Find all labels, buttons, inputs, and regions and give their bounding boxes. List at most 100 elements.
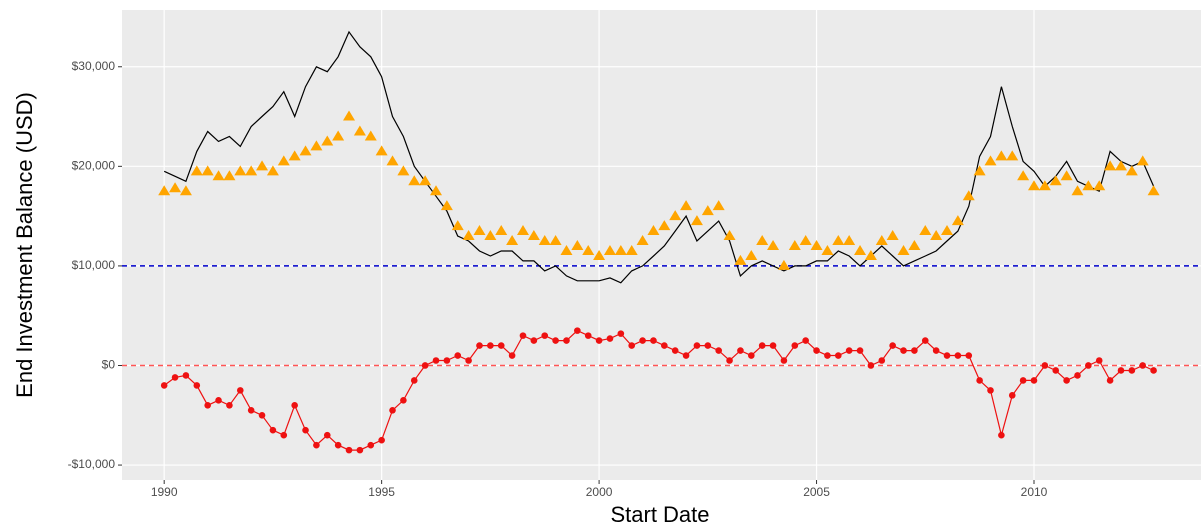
point-marker [911,347,918,354]
point-marker [519,332,527,339]
point-marker [443,357,451,364]
point-marker [269,426,277,434]
triangle-marker [397,165,410,176]
point-marker [1008,392,1016,399]
point-marker [258,411,266,419]
triangle-marker [473,225,486,236]
point-marker [334,441,342,449]
triangle-marker [680,200,693,211]
point-marker [682,352,690,359]
triangle-marker [658,220,671,231]
triangle-marker [506,235,519,246]
point-marker [193,382,201,389]
triangle-marker [375,145,388,156]
point-marker [748,352,755,359]
point-marker [943,352,951,359]
point-marker [867,362,875,369]
point-marker [671,347,679,354]
point-marker [302,426,309,434]
triangle-marker [527,230,540,241]
triangle-marker [1147,185,1160,196]
point-marker [454,352,462,359]
point-marker [606,335,614,342]
point-marker [998,431,1005,439]
point-marker [421,362,429,369]
triangle-marker [245,165,258,176]
triangle-marker [625,244,638,255]
triangle-marker [1071,185,1084,196]
triangle-marker [190,165,203,176]
triangle-marker [1104,160,1117,171]
triangle-marker [636,235,649,246]
triangle-marker [756,235,769,246]
triangle-marker [701,205,714,216]
point-marker [476,342,483,349]
point-marker [704,342,712,349]
point-marker [182,372,190,379]
triangle-marker [310,140,323,151]
point-marker [617,330,625,337]
triangle-marker [169,182,182,193]
point-marker [584,332,592,339]
point-marker [824,352,831,359]
point-marker [1041,362,1049,369]
triangle-marker [571,239,584,250]
triangle-marker [1017,170,1030,181]
triangle-marker [158,185,171,196]
point-marker [856,347,864,354]
point-marker [715,347,722,354]
point-marker [541,332,549,339]
triangle-marker [234,165,247,176]
triangle-marker [941,225,954,236]
triangle-marker [821,244,834,255]
triangle-marker [462,230,475,241]
triangle-marker [647,225,660,236]
triangle-marker [788,239,801,250]
triangle-marker [364,130,377,141]
triangle-marker [1060,170,1073,181]
point-marker [432,357,440,364]
triangle-marker [1038,180,1051,191]
triangle-marker [430,185,443,196]
triangle-marker [919,225,932,236]
triangle-marker [1114,160,1127,171]
triangle-marker [875,235,888,246]
point-marker [356,446,364,454]
triangle-marker [995,150,1008,161]
point-marker [1150,367,1157,374]
point-marker [410,377,418,384]
point-marker [1106,377,1114,384]
triangle-marker [603,244,616,255]
point-marker [1117,367,1125,374]
point-marker [313,441,320,449]
point-marker [1030,377,1038,384]
point-marker [769,342,777,349]
point-marker [628,342,636,349]
triangle-marker [1125,165,1138,176]
triangle-marker [560,244,573,255]
triangle-marker [864,249,877,260]
triangle-marker [886,230,899,241]
y-tick-label: $0 [102,358,116,372]
point-marker [965,352,973,359]
x-tick-label: 2000 [586,485,613,499]
triangle-marker [408,175,421,186]
triangle-marker [277,155,290,166]
point-marker [171,374,179,381]
y-tick-label: $20,000 [72,159,116,173]
point-marker [400,397,407,404]
triangle-marker [343,110,356,121]
point-marker [247,406,255,414]
triangle-marker [984,155,997,166]
y-tick-label: $30,000 [72,59,116,73]
point-marker [574,327,581,334]
triangle-marker [179,185,192,196]
point-marker [758,342,766,349]
point-marker [1095,357,1103,364]
triangle-marker [1082,180,1095,191]
point-marker [693,342,701,349]
triangle-marker [332,130,345,141]
point-marker [160,382,168,389]
point-marker [1019,377,1027,384]
point-marker [639,337,646,344]
